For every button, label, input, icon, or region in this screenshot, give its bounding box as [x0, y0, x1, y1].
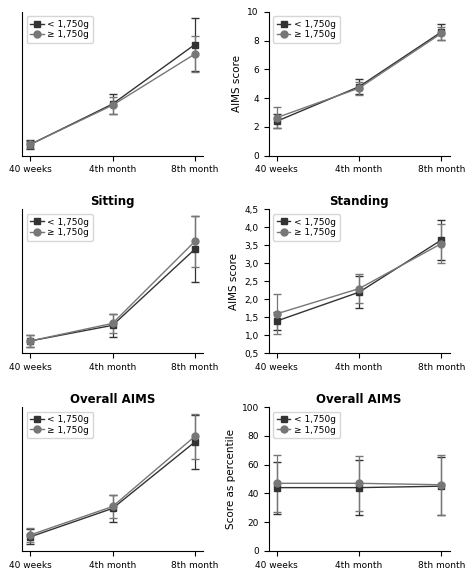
Legend: < 1,750g, ≥ 1,750g: < 1,750g, ≥ 1,750g — [27, 214, 93, 240]
Title: Standing: Standing — [329, 195, 389, 208]
Title: Overall AIMS: Overall AIMS — [70, 393, 155, 406]
Legend: < 1,750g, ≥ 1,750g: < 1,750g, ≥ 1,750g — [27, 412, 93, 438]
Y-axis label: AIMS score: AIMS score — [229, 253, 239, 310]
Title: Sitting: Sitting — [91, 195, 135, 208]
Y-axis label: AIMS score: AIMS score — [232, 55, 242, 112]
Legend: < 1,750g, ≥ 1,750g: < 1,750g, ≥ 1,750g — [273, 214, 339, 240]
Title: Overall AIMS: Overall AIMS — [317, 393, 402, 406]
Legend: < 1,750g, ≥ 1,750g: < 1,750g, ≥ 1,750g — [273, 16, 339, 43]
Legend: < 1,750g, ≥ 1,750g: < 1,750g, ≥ 1,750g — [27, 16, 93, 43]
Legend: < 1,750g, ≥ 1,750g: < 1,750g, ≥ 1,750g — [273, 412, 339, 438]
Y-axis label: Score as percentile: Score as percentile — [226, 429, 236, 529]
